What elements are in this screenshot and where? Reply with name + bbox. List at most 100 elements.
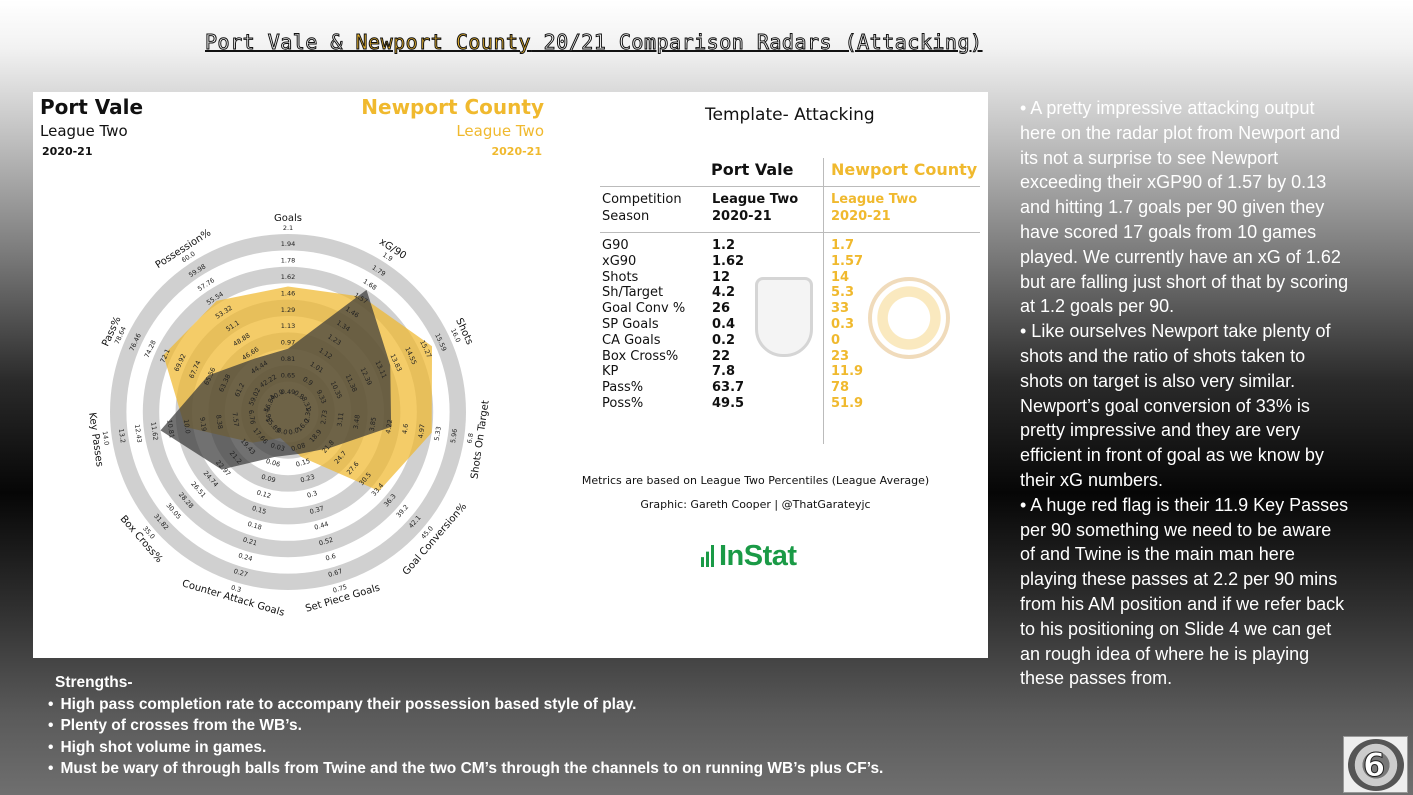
newport-crest-watermark: [868, 277, 950, 359]
newport-crest-icon: [1348, 739, 1404, 791]
team-a-value: 1.62: [712, 253, 745, 269]
radar-tick-label: 8.38: [214, 414, 224, 429]
template-title: Template- Attacking: [705, 105, 875, 125]
team-b-value: 14: [831, 269, 850, 285]
table-divider-top: [600, 186, 980, 187]
commentary-point: • A huge red flag is their 11.9 Key Pass…: [1020, 494, 1349, 689]
team-a-value: 26: [712, 301, 731, 317]
radar-tick-label: 3.48: [352, 414, 362, 429]
radar-tick-label: 0.3: [306, 489, 318, 500]
radar-tick-label: 4.97: [417, 423, 427, 438]
radar-tick-label: 12.43: [133, 424, 144, 444]
radar-chart: 0.49 0.65 0.81 0.97 1.13 1.29 1.46 1.62 1.78 1.94…: [86, 213, 491, 619]
team-b-value: 0: [831, 332, 841, 348]
radar-tick-label: 4.6: [401, 423, 410, 434]
team-b-value: 51.9: [831, 396, 864, 411]
team-b-value: 1.7: [831, 238, 855, 253]
radar-tick-label: 9.19: [198, 416, 208, 431]
radar-tick-label: 0.75: [332, 583, 348, 595]
metric-label: Pass%: [602, 380, 644, 396]
radar-tick-label: 10.81: [165, 419, 176, 439]
strength-item: Plenty of crosses from the WB’s.: [48, 715, 948, 737]
slide-number: 6: [1362, 746, 1386, 785]
radar-tick-label: 2.1: [283, 224, 293, 232]
radar-tick-label: 14.0: [101, 430, 111, 445]
team-b-value: 11.9: [831, 364, 864, 380]
metric-label: G90: [602, 238, 629, 253]
radar-tick-label: 1.62: [281, 273, 295, 281]
radar-tick-label: 0.15: [295, 457, 311, 469]
radar-tick-label: 1.94: [281, 240, 295, 248]
strengths-list: High pass completion rate to accompany t…: [48, 694, 948, 780]
strength-item: High pass completion rate to accompany t…: [48, 694, 948, 716]
team-a-value: 1.2: [712, 238, 736, 253]
radar-tick-label: 0.24: [237, 551, 253, 563]
team-b-league: League Two: [456, 122, 544, 140]
table-footnote: Metrics are based on League Two Percenti…: [581, 474, 930, 487]
team-a-value: 4.2: [712, 285, 736, 301]
table-divider-mid: [600, 232, 980, 233]
team-a-value: 12: [712, 269, 731, 285]
team-a-value: 2020-21: [712, 209, 772, 224]
team-b-season: 2020-21: [491, 145, 543, 158]
team-b-value: 33: [831, 301, 850, 317]
strength-item: High shot volume in games.: [48, 737, 948, 759]
radar-tick-label: 0.09: [260, 473, 276, 485]
radar-tick-label: 0.15: [251, 504, 267, 516]
radar-tick-label: 0.06: [265, 457, 281, 469]
team-a-value: 0.2: [712, 332, 736, 348]
commentary-point: • A pretty impressive attacking output h…: [1020, 98, 1349, 317]
radar-tick-label: 1.78: [281, 257, 295, 265]
radar-tick-label: 6.8: [466, 433, 475, 444]
radar-tick-label: 0.0: [276, 426, 288, 437]
radar-tick-label: 7.57: [231, 412, 241, 427]
radar-card: Port Vale League Two 2020-21 Newport Cou…: [33, 92, 988, 658]
radar-tick-label: 0.6: [325, 552, 337, 563]
radar-tick-label: 0.3: [230, 583, 242, 594]
title-part-1: Port Vale &: [205, 30, 356, 55]
radar-tick-label: 0.65: [281, 371, 295, 379]
instat-bars-icon: [701, 545, 717, 567]
strengths-heading: Strengths-: [55, 674, 133, 691]
radar-tick-label: 3.11: [335, 412, 345, 427]
metric-label: Sh/Target: [602, 285, 664, 301]
radar-axis-label: Key Passes: [86, 412, 105, 468]
team-b-value: 2020-21: [831, 209, 891, 224]
radar-tick-label: 0.67: [327, 567, 343, 579]
radar-tick-label: 3.85: [368, 416, 378, 431]
radar-tick-label: 0.03: [270, 441, 286, 453]
radar-tick-label: 5.33: [433, 426, 443, 441]
radar-tick-label: 2.36: [303, 407, 313, 422]
radar-tick-label: 0.23: [299, 473, 315, 485]
commentary-point: • Like ourselves Newport take plenty of …: [1020, 321, 1331, 490]
radar-tick-label: 0.27: [233, 567, 249, 579]
title-part-2: Newport County: [355, 30, 532, 55]
radar-tick-label: 0.12: [256, 488, 272, 500]
team-b-value: League Two: [831, 192, 918, 207]
team-b-value: 78: [831, 380, 850, 396]
metric-label: Competition: [602, 192, 682, 207]
team-a-value: 63.7: [712, 380, 745, 396]
metric-label: Shots: [602, 269, 639, 285]
team-b-value: 0.3: [831, 317, 855, 332]
instat-logo: InStat: [701, 540, 797, 573]
metric-label: Goal Conv %: [602, 301, 686, 317]
team-a-value: 7.8: [712, 364, 736, 380]
team-a-value: League Two: [712, 192, 799, 207]
team-b-value: 1.57: [831, 253, 864, 269]
graphic-credit: Graphic: Gareth Cooper | @ThatGarateyjc: [640, 498, 871, 511]
radar-tick-label: 0.0: [288, 426, 300, 437]
radar-tick-label: 1.13: [281, 322, 295, 330]
radar-tick-label: 0.52: [318, 536, 334, 548]
radar-tick-label: 0.97: [281, 339, 295, 347]
slide-number-badge: 6: [1343, 736, 1408, 793]
team-a-season: 2020-21: [42, 145, 93, 158]
table-divider-vertical: [823, 158, 824, 444]
metric-label: CA Goals: [602, 332, 661, 348]
radar-tick-label: 0.37: [309, 504, 325, 516]
team-b-value: 23: [831, 348, 850, 364]
team-a-name: Port Vale: [40, 95, 144, 119]
team-a-value: 0.4: [712, 317, 736, 332]
radar-tick-label: 13.2: [117, 428, 127, 443]
table-header-team-b: Newport County: [831, 160, 978, 179]
